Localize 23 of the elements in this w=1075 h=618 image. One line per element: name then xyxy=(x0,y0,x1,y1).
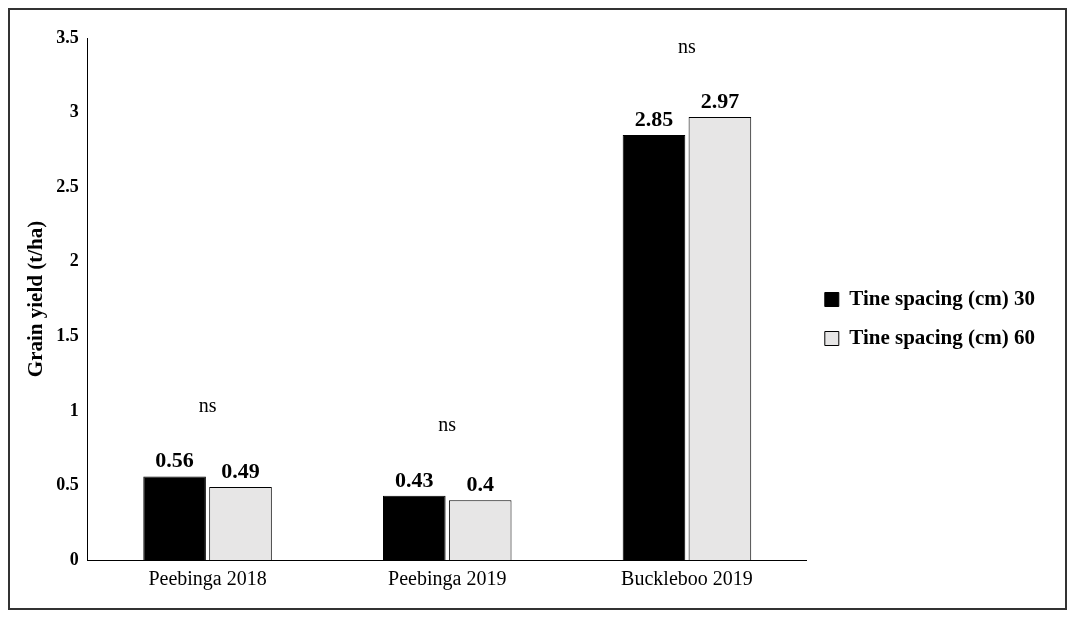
annotation: ns xyxy=(678,35,697,58)
y-tick-label: 3.5 xyxy=(56,26,79,47)
annotation: ns xyxy=(198,393,217,416)
y-axis-title: Grain yield (t/ha) xyxy=(23,220,48,378)
x-tick-label: Peebinga 2018 xyxy=(148,567,267,591)
x-tick-label: Buckleboo 2019 xyxy=(621,567,753,590)
data-label: 0.56 xyxy=(155,447,194,473)
y-tick-label: 1.5 xyxy=(56,324,79,345)
data-label: 0.43 xyxy=(395,466,434,492)
y-tick-label: 0 xyxy=(69,548,79,569)
y-tick-label: 2 xyxy=(69,250,79,271)
data-label: 0.49 xyxy=(221,457,260,483)
legend-label: Tine spacing (cm) 60 xyxy=(849,324,1035,349)
y-tick-label: 1 xyxy=(69,399,79,420)
annotation: ns xyxy=(438,413,457,436)
legend-label: Tine spacing (cm) 30 xyxy=(849,285,1035,310)
data-label: 2.97 xyxy=(700,87,740,113)
x-tick-label: Peebinga 2019 xyxy=(388,567,507,591)
y-tick-label: 0.5 xyxy=(56,474,79,495)
data-label: 0.4 xyxy=(466,471,494,497)
y-tick-label: 3 xyxy=(69,101,79,122)
y-tick-label: 2.5 xyxy=(56,175,79,196)
data-label: 2.85 xyxy=(634,105,674,131)
